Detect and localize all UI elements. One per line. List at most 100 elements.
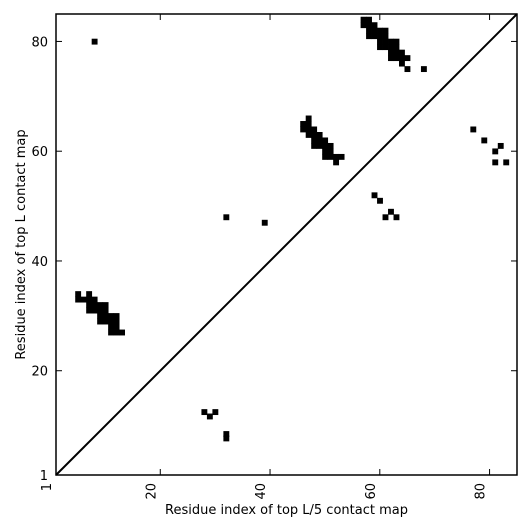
contact-point-bottom-right (393, 214, 400, 221)
contact-point-top-left (75, 291, 82, 298)
contact-point-top-left (316, 131, 323, 138)
contact-point-top-left (80, 296, 87, 303)
contact-point-bottom-right (388, 208, 394, 215)
contact-point-top-left (108, 313, 115, 319)
contact-point-bottom-right (492, 159, 499, 166)
contact-point-top-left (327, 153, 334, 160)
contact-point-bottom-right (481, 137, 488, 144)
contact-point-top-left (322, 137, 329, 144)
contact-point-top-left (366, 33, 372, 40)
contact-point-top-left (388, 55, 394, 62)
contact-point-top-left (420, 66, 427, 73)
contact-point-top-left (393, 49, 400, 56)
contact-point-top-left (366, 16, 372, 23)
contact-point-bottom-right (371, 192, 378, 199)
contact-point-top-left (108, 324, 115, 330)
contact-point-top-left (91, 302, 98, 309)
contact-point-top-left (113, 324, 120, 330)
contact-point-top-left (305, 121, 312, 127)
contact-point-top-left (97, 313, 104, 319)
contact-point-bottom-right (212, 409, 219, 416)
contact-point-top-left (86, 291, 93, 298)
contact-point-top-left (311, 142, 318, 149)
y-tick-label: 60 (31, 145, 48, 160)
contact-point-top-left (382, 38, 389, 45)
contact-point-top-left (322, 153, 329, 160)
contact-point-top-left (300, 126, 307, 133)
contact-point-top-left (366, 22, 372, 29)
contact-point-top-left (86, 296, 93, 303)
contact-point-top-left (108, 329, 115, 336)
contact-point-top-left (311, 137, 318, 144)
contact-point-top-left (366, 27, 372, 34)
contact-point-top-left (97, 307, 104, 314)
contact-point-top-left (377, 44, 383, 51)
contact-point-top-left (75, 296, 82, 303)
contact-point-top-left (327, 148, 334, 155)
contact-point-bottom-right (223, 435, 230, 442)
contact-point-top-left (333, 153, 340, 160)
contact-point-top-left (382, 33, 389, 40)
contact-point-top-left (311, 131, 318, 138)
y-tick-label: 80 (31, 35, 48, 50)
contact-point-bottom-right (492, 148, 499, 155)
plot-frame (55, 13, 518, 476)
contact-point-top-left (382, 44, 389, 51)
y-tick-label: 1 (40, 469, 48, 484)
contact-point-top-left (360, 16, 367, 23)
contact-point-bottom-right (470, 126, 477, 133)
contact-point-top-left (97, 302, 104, 309)
contact-point-top-left (113, 329, 120, 336)
contact-point-top-left (316, 142, 323, 149)
contact-point-top-left (327, 142, 334, 149)
contact-point-top-left (91, 307, 98, 314)
contact-point-top-left (399, 49, 405, 56)
x-tick-label: 80 (474, 483, 489, 500)
contact-point-bottom-right (201, 409, 208, 416)
contact-point-top-left (102, 307, 109, 314)
contact-point-bottom-right (382, 214, 389, 221)
contact-point-top-left (113, 318, 120, 325)
contact-point-bottom-right (497, 142, 504, 149)
x-tick-label: 1 (40, 483, 55, 491)
contact-point-top-left (338, 153, 345, 160)
contact-point-bottom-right (503, 159, 510, 166)
contact-point-bottom-right (206, 413, 213, 420)
y-axis-label: Residue index of top L contact map (14, 129, 29, 359)
y-tick-label: 20 (31, 365, 48, 380)
contact-point-top-left (322, 142, 329, 149)
contact-point-top-left (91, 38, 98, 45)
axis-ticks: 1 20 40 60 80 1 20 40 60 80 (31, 14, 517, 500)
contact-point-top-left (305, 115, 312, 122)
contact-point-top-left (371, 27, 378, 34)
diagonal-line (55, 13, 518, 476)
x-tick-label: 20 (144, 483, 159, 500)
contact-point-top-left (119, 329, 126, 336)
contact-point-top-left (97, 318, 104, 325)
contact-point-top-left (399, 60, 405, 67)
x-tick-label: 40 (254, 483, 269, 500)
contact-point-bottom-right (377, 197, 383, 204)
contact-point-top-left (393, 55, 400, 62)
contact-point-top-left (399, 55, 405, 62)
contact-point-top-left (388, 49, 394, 56)
contact-point-top-left (102, 318, 109, 325)
contact-point-top-left (86, 302, 93, 309)
contact-point-top-left (311, 126, 318, 133)
contact-point-top-left (322, 148, 329, 155)
contact-point-top-left (393, 44, 400, 51)
contact-point-top-left (86, 307, 93, 314)
contact-point-top-left (382, 27, 389, 34)
x-axis-label: Residue index of top L/5 contact map (165, 503, 408, 518)
contact-point-top-left (371, 22, 378, 29)
contact-point-top-left (223, 214, 230, 221)
contact-points (75, 16, 510, 442)
contact-point-top-left (261, 219, 268, 226)
contact-point-top-left (305, 126, 312, 133)
contact-point-bottom-right (223, 431, 230, 437)
contact-point-top-left (404, 55, 411, 62)
contact-point-top-left (377, 38, 383, 45)
contact-point-top-left (113, 313, 120, 319)
contact-point-top-left (404, 66, 411, 73)
